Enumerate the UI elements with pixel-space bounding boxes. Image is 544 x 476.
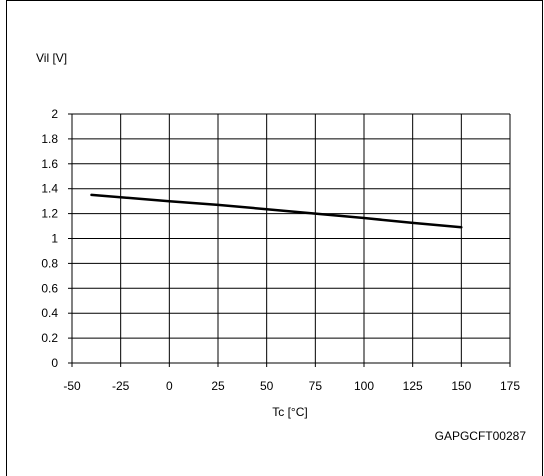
y-tick-label: 0.8 bbox=[41, 256, 58, 270]
x-tick-label: -50 bbox=[63, 379, 81, 393]
x-tick-label: -25 bbox=[112, 379, 130, 393]
y-tick-label: 1.4 bbox=[41, 182, 58, 196]
x-tick-label: 50 bbox=[260, 379, 274, 393]
y-tick-label: 2 bbox=[51, 107, 58, 121]
y-tick-label: 1.8 bbox=[41, 132, 58, 146]
series-layer bbox=[90, 193, 463, 229]
grid bbox=[68, 113, 511, 367]
x-tick-label: 150 bbox=[451, 379, 471, 393]
series-line bbox=[90, 193, 463, 229]
y-tick-label: 0.6 bbox=[41, 281, 58, 295]
figure-frame bbox=[6, 0, 543, 476]
y-tick-label: 0.4 bbox=[41, 306, 58, 320]
x-tick-label: 0 bbox=[166, 379, 173, 393]
y-tick-label: 1.6 bbox=[41, 157, 58, 171]
x-tick-label: 75 bbox=[309, 379, 323, 393]
x-tick-label: 100 bbox=[354, 379, 374, 393]
y-tick-label: 1 bbox=[51, 232, 58, 246]
x-tick-labels: -50 -25 0 25 50 75 100 125 150 175 bbox=[63, 379, 520, 393]
y-tick-label: 0.2 bbox=[41, 331, 58, 345]
x-tick-label: 175 bbox=[500, 379, 520, 393]
x-tick-label: 25 bbox=[211, 379, 225, 393]
figure-code: GAPGCFT00287 bbox=[434, 429, 526, 443]
y-axis-title: Vil [V] bbox=[36, 51, 67, 65]
x-tick-label: 125 bbox=[403, 379, 423, 393]
y-tick-labels: 0 0.2 0.4 0.6 0.8 1 1.2 1.4 1.6 1.8 2 bbox=[41, 107, 58, 370]
y-tick-label: 1.2 bbox=[41, 207, 58, 221]
y-tick-label: 0 bbox=[51, 356, 58, 370]
x-axis-title: Tc [°C] bbox=[272, 405, 307, 419]
